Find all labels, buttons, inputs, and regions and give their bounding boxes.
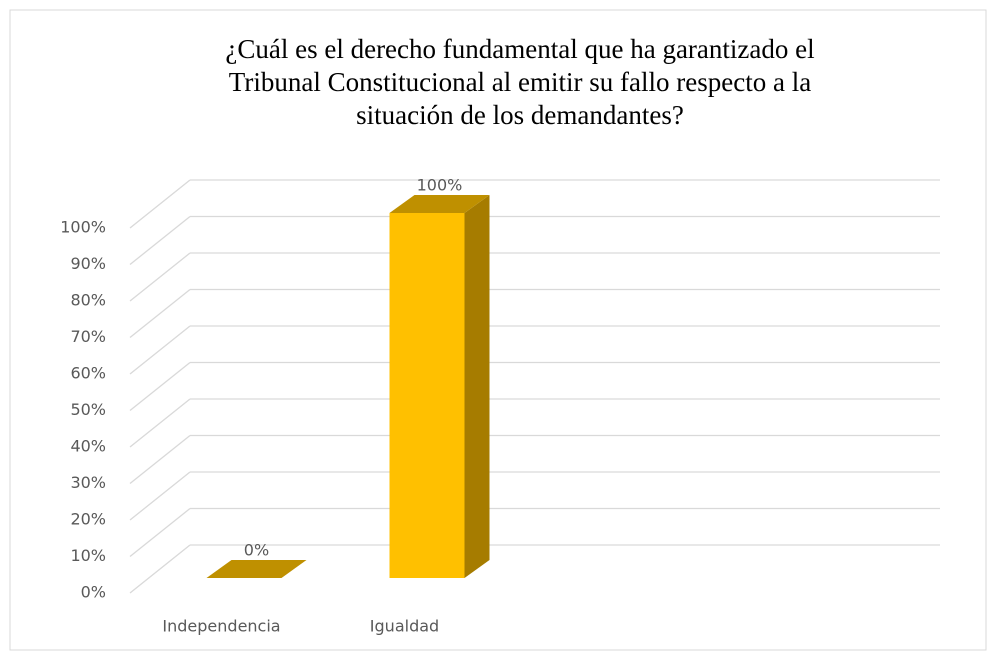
grid-line-side	[129, 179, 191, 229]
bar	[389, 195, 490, 578]
y-tick-label: 0%	[81, 583, 106, 602]
y-tick-label: 100%	[60, 218, 106, 237]
chart-title: Tribunal Constitucional al emitir su fal…	[229, 67, 811, 97]
y-tick-label: 10%	[70, 546, 106, 565]
grid-line-side	[129, 434, 191, 485]
data-label: 100%	[417, 176, 463, 195]
bar	[206, 560, 307, 578]
chart-title: situación de los demandantes?	[356, 100, 684, 130]
y-tick-label: 20%	[70, 510, 106, 529]
x-tick-label: Independencia	[162, 617, 280, 636]
grid-line-side	[129, 507, 191, 558]
data-label: 0%	[244, 541, 269, 560]
y-tick-label: 60%	[70, 364, 106, 383]
y-tick-label: 50%	[70, 400, 106, 419]
y-tick-label: 70%	[70, 327, 106, 346]
bar-top	[389, 195, 490, 213]
chart-frame	[9, 9, 987, 651]
grid-line-side	[129, 398, 191, 448]
grid-line-side	[129, 325, 191, 375]
y-tick-label: 40%	[70, 437, 106, 456]
bar-top	[206, 560, 307, 578]
grid-line-side	[129, 361, 191, 412]
grid-line-side	[129, 252, 191, 302]
y-tick-label: 30%	[70, 473, 106, 492]
grid-line-side	[129, 215, 191, 266]
x-tick-label: Igualdad	[370, 617, 439, 636]
grid-line-side	[129, 544, 191, 594]
grid-line-side	[129, 288, 191, 339]
bar-side	[464, 195, 490, 578]
y-tick-label: 80%	[70, 291, 106, 310]
chart-title: ¿Cuál es el derecho fundamental que ha g…	[225, 34, 814, 64]
y-tick-label: 90%	[70, 254, 106, 273]
grid-line-side	[129, 471, 191, 521]
bar-front	[389, 213, 465, 578]
